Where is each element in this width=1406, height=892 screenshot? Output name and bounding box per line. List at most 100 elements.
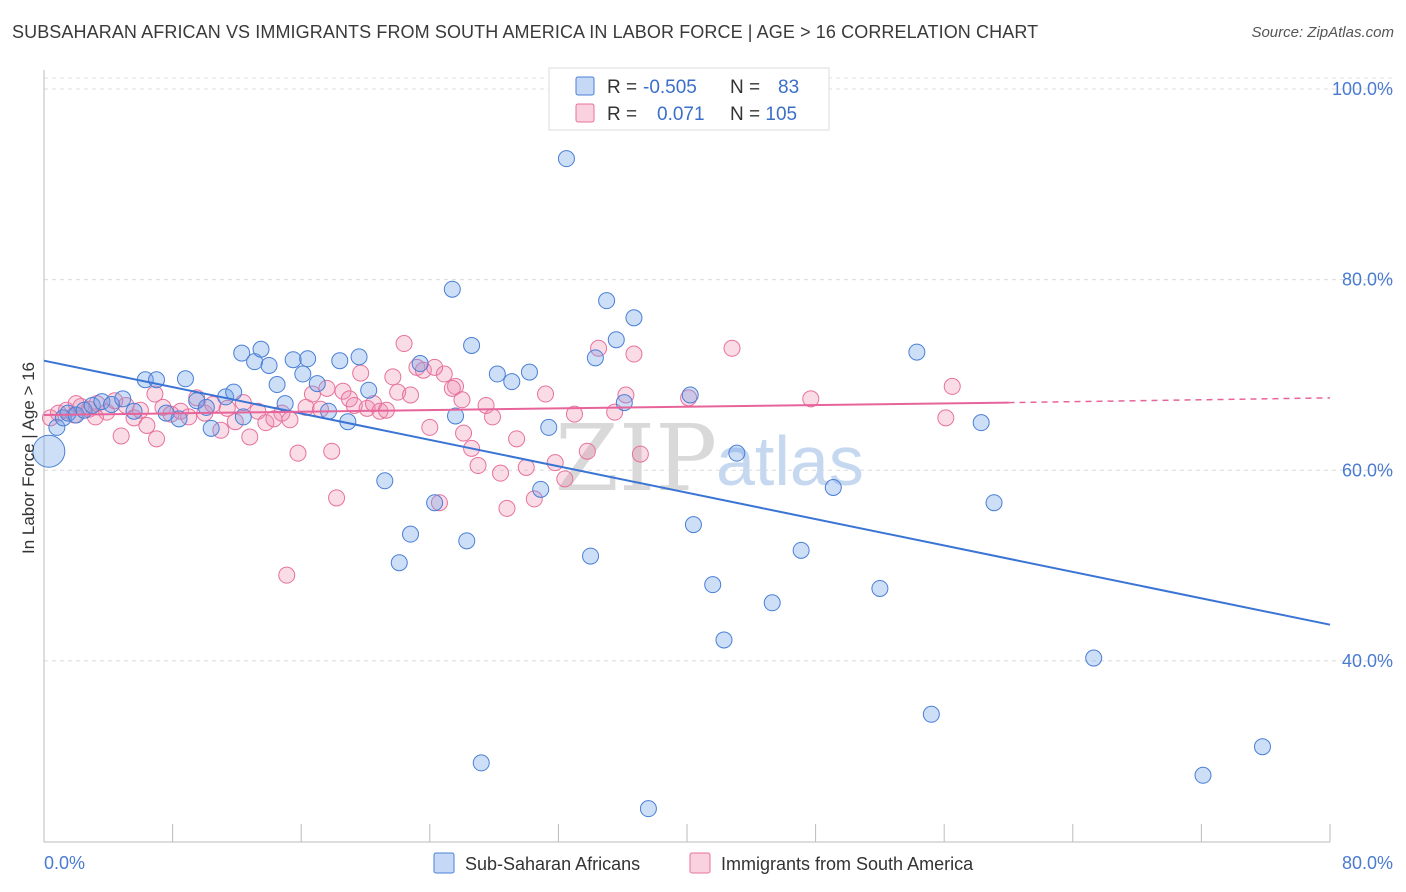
scatter-point-south-america bbox=[546, 454, 564, 472]
gridlines bbox=[44, 77, 1393, 662]
watermark-atlas: atlas bbox=[716, 422, 864, 500]
source-label: Source: ZipAtlas.com bbox=[1251, 24, 1394, 41]
scatter-point-sub-saharan bbox=[402, 525, 420, 543]
y-tick-label: 60.0% bbox=[1342, 460, 1393, 480]
scatter-point-south-america bbox=[138, 417, 156, 435]
scatter-point-south-america bbox=[455, 424, 473, 442]
scatter-point-sub-saharan bbox=[540, 418, 558, 436]
scatter-point-sub-saharan bbox=[586, 349, 604, 367]
trend-line-south-america bbox=[43, 401, 1009, 417]
scatter-point-south-america bbox=[281, 411, 299, 429]
scatter-point-sub-saharan bbox=[170, 410, 188, 428]
scatter-point-south-america bbox=[537, 385, 555, 403]
scatter-point-sub-saharan bbox=[985, 494, 1003, 512]
scatter-point-sub-saharan bbox=[908, 343, 926, 361]
scatter-point-sub-saharan bbox=[376, 472, 394, 490]
scatter-point-sub-saharan bbox=[234, 408, 252, 426]
scatter-point-sub-saharan bbox=[472, 754, 490, 772]
scatter-point-south-america bbox=[453, 391, 471, 409]
scatter-point-south-america bbox=[578, 442, 596, 460]
scatter-point-sub-saharan bbox=[503, 373, 521, 391]
axes bbox=[43, 70, 1331, 843]
trend-lines bbox=[43, 359, 1331, 626]
legend-n-label-2: N = 105 bbox=[730, 104, 797, 125]
scatter-point-south-america bbox=[352, 364, 370, 382]
scatter-point-south-america bbox=[508, 430, 526, 448]
scatter-point-sub-saharan bbox=[792, 541, 810, 559]
scatter-point-sub-saharan bbox=[233, 344, 251, 362]
scatter-point-sub-saharan bbox=[458, 532, 476, 550]
legend-n-label-2-prefix: N = bbox=[730, 104, 765, 125]
scatter-point-south-america bbox=[525, 490, 543, 508]
scatter-point-sub-saharan bbox=[520, 363, 538, 381]
legend-n-value-2: 105 bbox=[765, 104, 797, 125]
scatter-point-south-america bbox=[318, 379, 336, 397]
legend-swatch-blue bbox=[575, 76, 595, 96]
scatter-point-south-america bbox=[565, 405, 583, 423]
scatter-point-sub-saharan bbox=[411, 355, 429, 373]
scatter-point-south-america bbox=[345, 396, 363, 414]
series-sub-saharan-africans bbox=[32, 150, 1271, 818]
scatter-point-south-america bbox=[226, 413, 244, 431]
scatter-point-sub-saharan bbox=[294, 365, 312, 383]
legend: R = -0.505 N = 83 R = 0.071 N = 105 bbox=[548, 67, 830, 131]
trend-line-sub-saharan bbox=[43, 359, 1331, 626]
scatter-point-sub-saharan bbox=[824, 478, 842, 496]
scatter-point-sub-saharan bbox=[350, 348, 368, 366]
legend-swatch-pink bbox=[575, 103, 595, 123]
scatter-point-sub-saharan bbox=[125, 402, 143, 420]
scatter-point-sub-saharan bbox=[176, 370, 194, 388]
scatter-point-south-america bbox=[289, 444, 307, 462]
bottom-legend-label-pink: Immigrants from South America bbox=[721, 854, 974, 874]
scatter-point-sub-saharan bbox=[704, 576, 722, 594]
scatter-point-south-america bbox=[590, 339, 608, 357]
bottom-legend: Sub-Saharan Africans Immigrants from Sou… bbox=[433, 852, 974, 874]
scatter-point-south-america bbox=[395, 335, 413, 353]
legend-r-label-2: R = bbox=[607, 104, 637, 125]
scatter-point-sub-saharan bbox=[426, 494, 444, 512]
y-tick-label: 40.0% bbox=[1342, 651, 1393, 671]
scatter-point-south-america bbox=[323, 442, 341, 460]
y-tick-label: 100.0% bbox=[1332, 79, 1393, 99]
scatter-point-south-america bbox=[430, 494, 448, 512]
scatter-point-south-america bbox=[937, 409, 955, 427]
scatter-point-south-america bbox=[631, 445, 649, 463]
scatter-point-sub-saharan bbox=[871, 579, 889, 597]
scatter-point-south-america bbox=[443, 379, 461, 397]
scatter-point-sub-saharan bbox=[1194, 766, 1212, 784]
scatter-point-sub-saharan bbox=[684, 516, 702, 534]
scatter-point-sub-saharan bbox=[463, 336, 481, 354]
scatter-point-sub-saharan bbox=[1253, 738, 1271, 756]
scatter-point-south-america bbox=[556, 470, 574, 488]
x-tick-label-max: 80.0% bbox=[1342, 853, 1393, 873]
legend-r-value-1: -0.505 bbox=[643, 77, 697, 98]
scatter-point-south-america bbox=[384, 368, 402, 386]
scatter-point-sub-saharan bbox=[557, 150, 575, 168]
scatter-point-sub-saharan bbox=[331, 352, 349, 370]
scatter-point-south-america bbox=[802, 390, 820, 408]
scatter-point-south-america bbox=[421, 418, 439, 436]
scatter-point-south-america bbox=[278, 566, 296, 584]
scatter-point-sub-saharan bbox=[197, 398, 215, 416]
scatter-point-sub-saharan bbox=[284, 351, 302, 369]
scatter-point-sub-saharan bbox=[103, 396, 121, 414]
scatter-point-south-america bbox=[389, 383, 407, 401]
scatter-point-sub-saharan bbox=[390, 554, 408, 572]
scatter-point-south-america bbox=[41, 409, 59, 427]
legend-r-value-2: 0.071 bbox=[657, 104, 705, 125]
scatter-point-south-america bbox=[402, 386, 420, 404]
scatter-point-sub-saharan bbox=[443, 280, 461, 298]
bottom-legend-swatch-pink bbox=[689, 852, 711, 874]
trend-line-south-america-extension bbox=[1008, 397, 1331, 404]
scatter-point-sub-saharan bbox=[32, 434, 66, 468]
scatter-point-south-america bbox=[498, 499, 516, 517]
scatter-point-south-america bbox=[492, 464, 510, 482]
scatter-point-sub-saharan bbox=[48, 418, 66, 436]
scatter-point-sub-saharan bbox=[360, 381, 378, 399]
watermark: ZIP atlas bbox=[555, 405, 864, 512]
scatter-point-sub-saharan bbox=[922, 705, 940, 723]
scatter-point-south-america bbox=[257, 414, 275, 432]
legend-r-label-1: R = bbox=[607, 77, 637, 98]
scatter-point-sub-saharan bbox=[447, 407, 465, 425]
